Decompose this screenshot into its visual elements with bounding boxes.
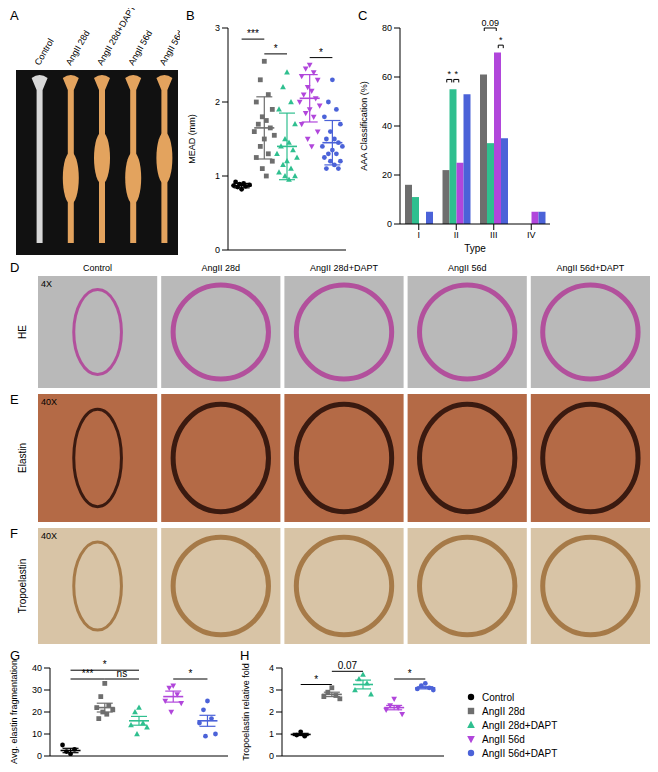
svg-text:20: 20 [382, 170, 392, 180]
html-text:F: F [10, 526, 18, 541]
svg-text:Type: Type [464, 243, 486, 254]
svg-text:0.07: 0.07 [338, 660, 358, 671]
html-text:G: G [10, 648, 21, 663]
svg-text:3: 3 [215, 23, 220, 33]
svg-text:0: 0 [215, 245, 220, 255]
html-text:H: H [240, 648, 250, 663]
svg-text:AngII 28d+DAPT: AngII 28d+DAPT [310, 263, 378, 273]
svg-text:*: * [103, 659, 107, 670]
svg-text:*: * [408, 668, 412, 679]
svg-text:40X: 40X [41, 397, 57, 407]
html-text:C: C [358, 8, 368, 23]
svg-text:*: * [454, 69, 458, 79]
svg-text:20: 20 [32, 707, 42, 717]
html-text:B: B [186, 8, 195, 23]
svg-text:II: II [454, 230, 459, 240]
svg-text:Control: Control [33, 37, 56, 67]
svg-text:AAA Classification (%): AAA Classification (%) [359, 81, 369, 171]
html-text:AngII 56d: AngII 56d [482, 733, 525, 745]
svg-text:***: *** [247, 28, 259, 39]
svg-text:AngII 56d+DAPT: AngII 56d+DAPT [557, 263, 625, 273]
svg-text:40X: 40X [41, 531, 57, 541]
svg-text:Tropoelastin: Tropoelastin [17, 559, 28, 614]
svg-text:IV: IV [527, 230, 536, 240]
svg-text:30: 30 [32, 685, 42, 695]
html-text:AngII 28d+DAPT: AngII 28d+DAPT [482, 719, 558, 731]
html-text:D: D [10, 260, 20, 275]
svg-text:80: 80 [382, 23, 392, 33]
svg-text:4X: 4X [41, 279, 52, 289]
svg-text:*: * [447, 69, 451, 79]
svg-text:AngII 56d+DAPT: AngII 56d+DAPT [157, 8, 180, 67]
svg-text:Avg. elastin fragmentation: Avg. elastin fragmentation [9, 660, 19, 764]
svg-text:0: 0 [269, 751, 274, 761]
svg-text:60: 60 [382, 72, 392, 82]
svg-text:0: 0 [37, 751, 42, 761]
html-text:E: E [10, 392, 19, 407]
svg-text:3: 3 [269, 685, 274, 695]
svg-text:Tropoelastin relative fold: Tropoelastin relative fold [241, 663, 251, 761]
svg-text:HE: HE [17, 325, 28, 339]
svg-text:0.09: 0.09 [481, 18, 499, 28]
svg-text:AngII 56d: AngII 56d [448, 263, 487, 273]
svg-text:*: * [319, 47, 323, 58]
svg-text:0: 0 [387, 219, 392, 229]
svg-text:Control: Control [83, 263, 112, 273]
svg-text:4: 4 [269, 663, 274, 673]
svg-text:AngII 28d: AngII 28d [64, 29, 92, 67]
svg-text:*: * [314, 674, 318, 685]
svg-text:*: * [188, 668, 192, 679]
svg-text:AngII 56d: AngII 56d [126, 29, 154, 67]
svg-text:10: 10 [32, 729, 42, 739]
svg-text:40: 40 [382, 121, 392, 131]
svg-text:Elastin: Elastin [17, 443, 28, 473]
svg-text:III: III [490, 230, 498, 240]
svg-text:AngII 28d: AngII 28d [202, 263, 241, 273]
svg-text:***: *** [82, 668, 94, 679]
svg-text:1: 1 [269, 729, 274, 739]
svg-text:*: * [274, 43, 278, 54]
html-text:AngII 28d: AngII 28d [482, 705, 525, 717]
svg-text:ns: ns [117, 668, 128, 679]
svg-text:MEAD (mm): MEAD (mm) [187, 114, 197, 164]
html-text:AngII 56d+DAPT: AngII 56d+DAPT [482, 747, 558, 759]
svg-text:2: 2 [215, 97, 220, 107]
svg-text:2: 2 [269, 707, 274, 717]
svg-text:40: 40 [32, 663, 42, 673]
svg-text:1: 1 [215, 171, 220, 181]
svg-text:I: I [417, 230, 420, 240]
html-text:A: A [10, 8, 19, 23]
html-text:Control: Control [482, 691, 515, 703]
svg-text:*: * [499, 35, 503, 45]
